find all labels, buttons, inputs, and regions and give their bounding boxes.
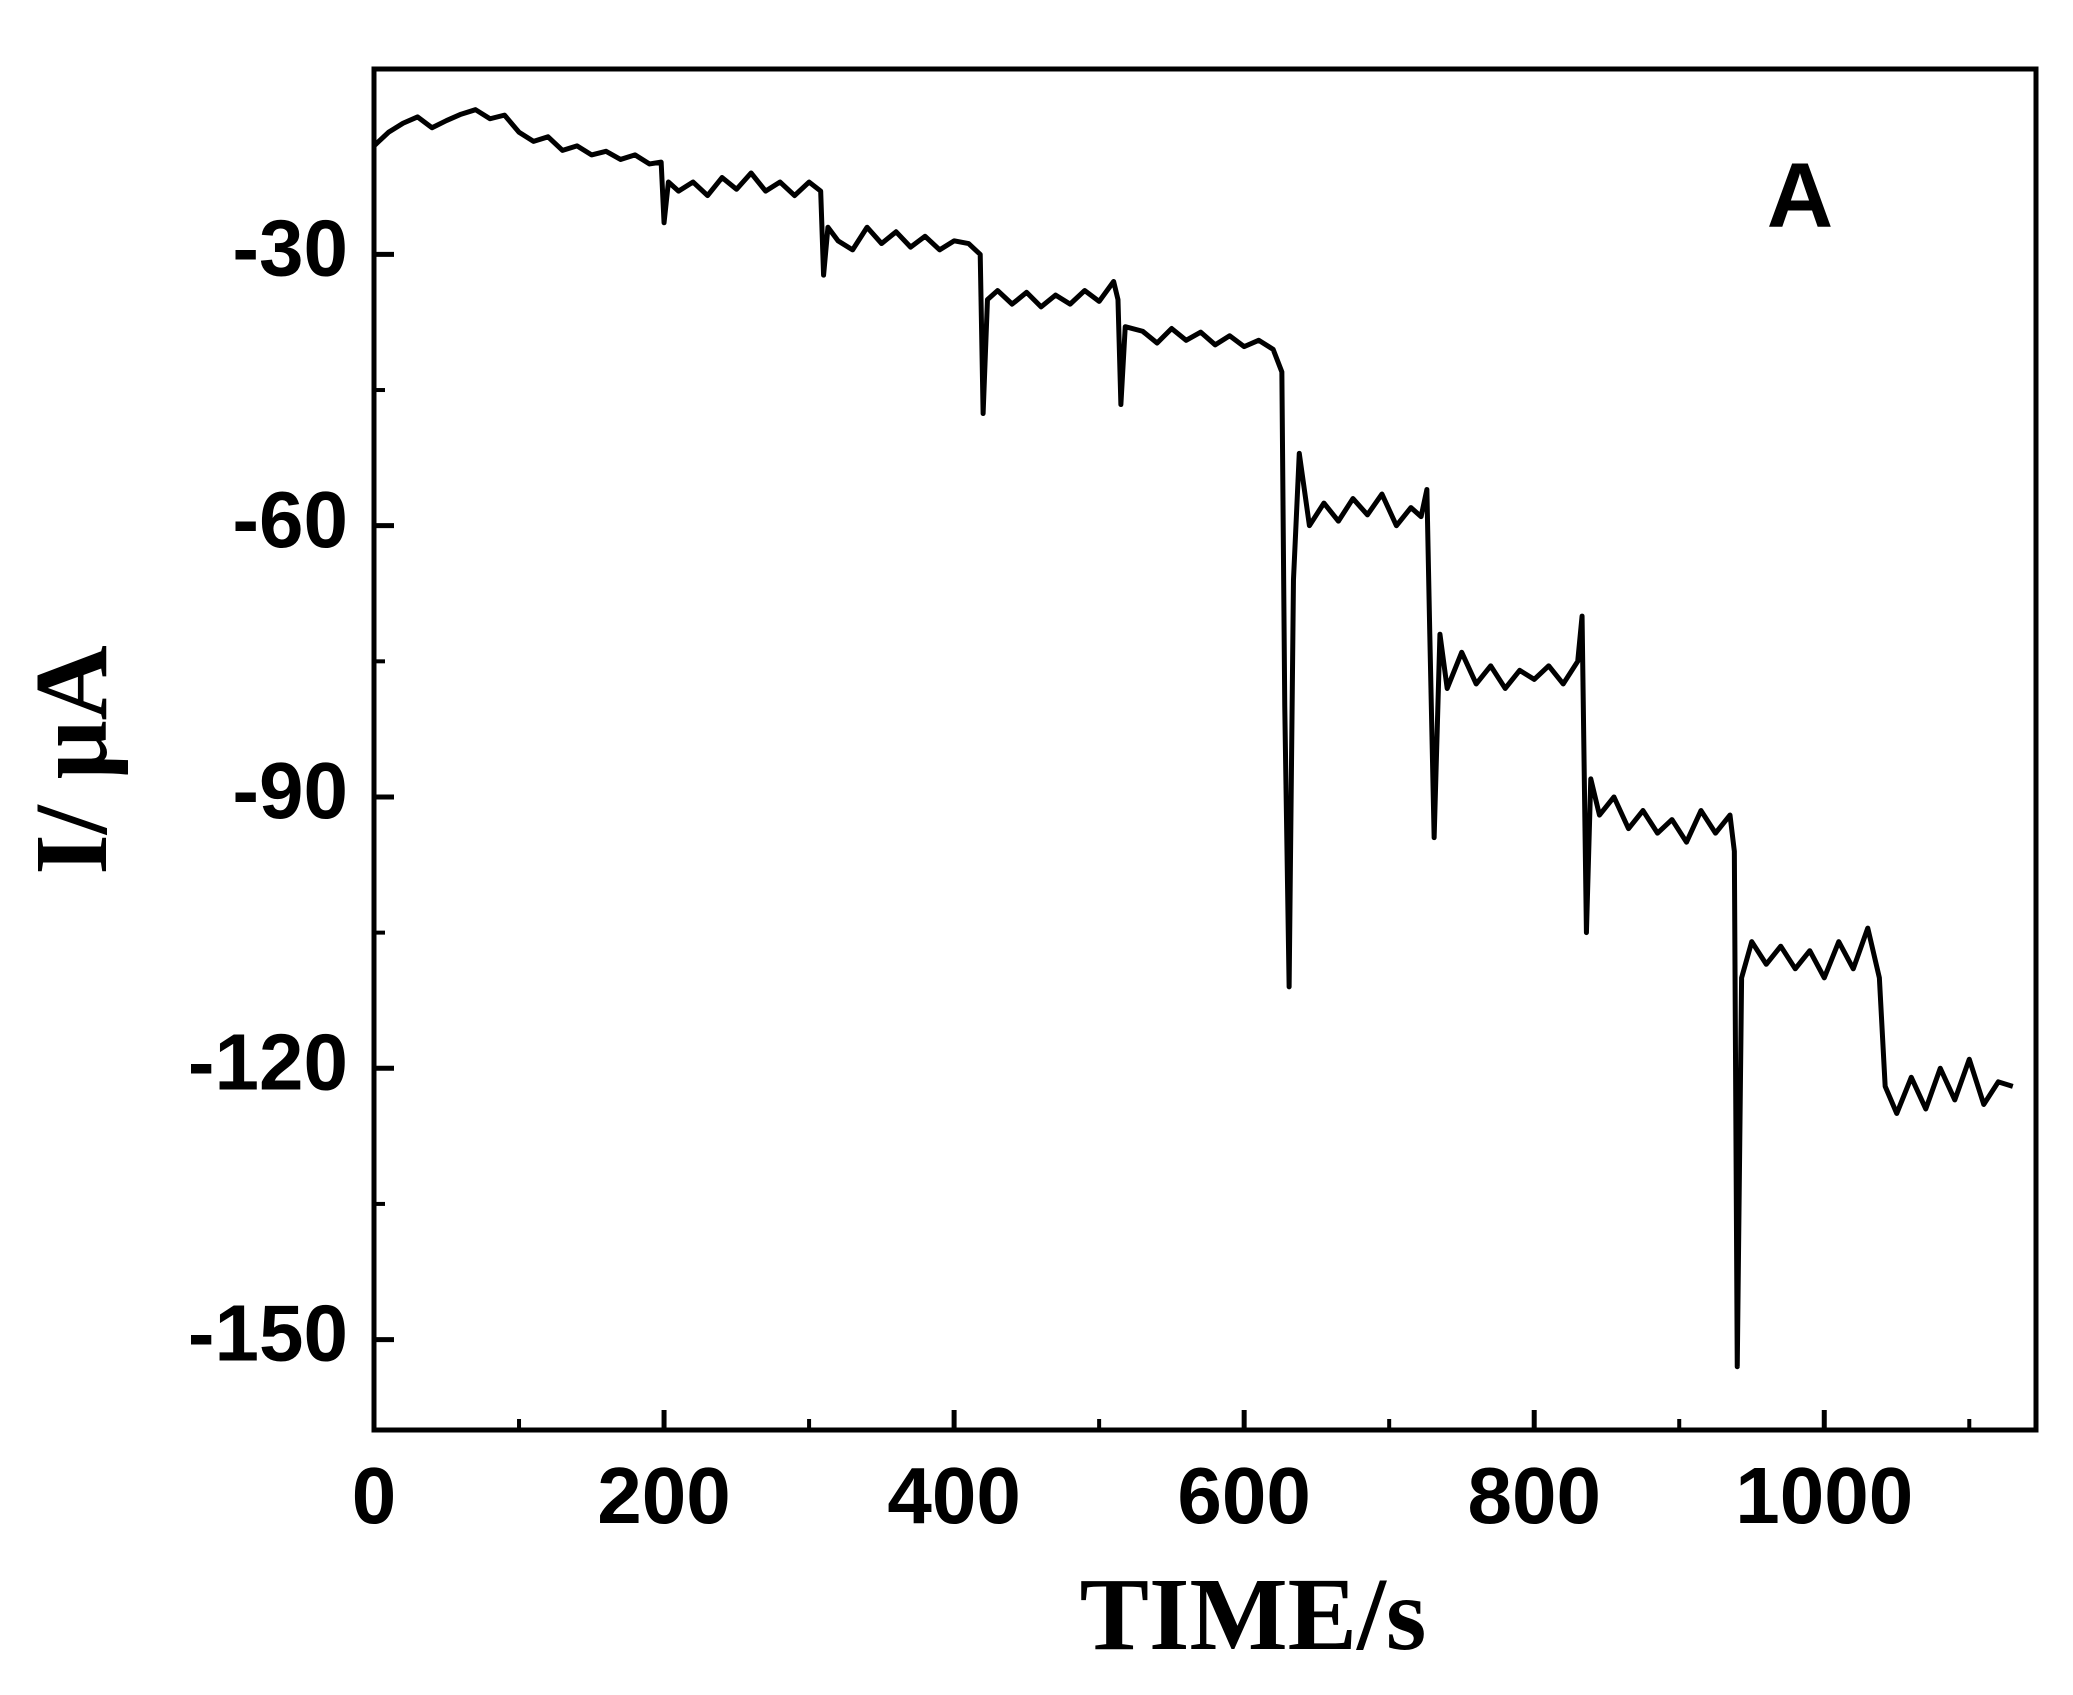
x-axis-label: TIME/s (1080, 1557, 1427, 1672)
x-tick-label: 0 (352, 1451, 397, 1540)
x-tick-label: 200 (597, 1451, 730, 1540)
y-tick-label: -30 (232, 204, 348, 293)
x-tick-label: 600 (1177, 1451, 1310, 1540)
y-tick-label: -120 (188, 1017, 348, 1106)
panel-label: A (1767, 144, 1833, 246)
x-tick-label: 1000 (1735, 1451, 1913, 1540)
x-tick-label: 800 (1467, 1451, 1600, 1540)
y-axis-label: I/ μA (14, 645, 129, 874)
data-line (372, 107, 2014, 1370)
y-tick-label: -60 (232, 475, 348, 564)
y-tick-label: -150 (188, 1289, 348, 1378)
y-tick-label: -90 (232, 746, 348, 835)
x-tick-label: 400 (887, 1451, 1020, 1540)
plot-frame (371, 66, 2039, 1433)
